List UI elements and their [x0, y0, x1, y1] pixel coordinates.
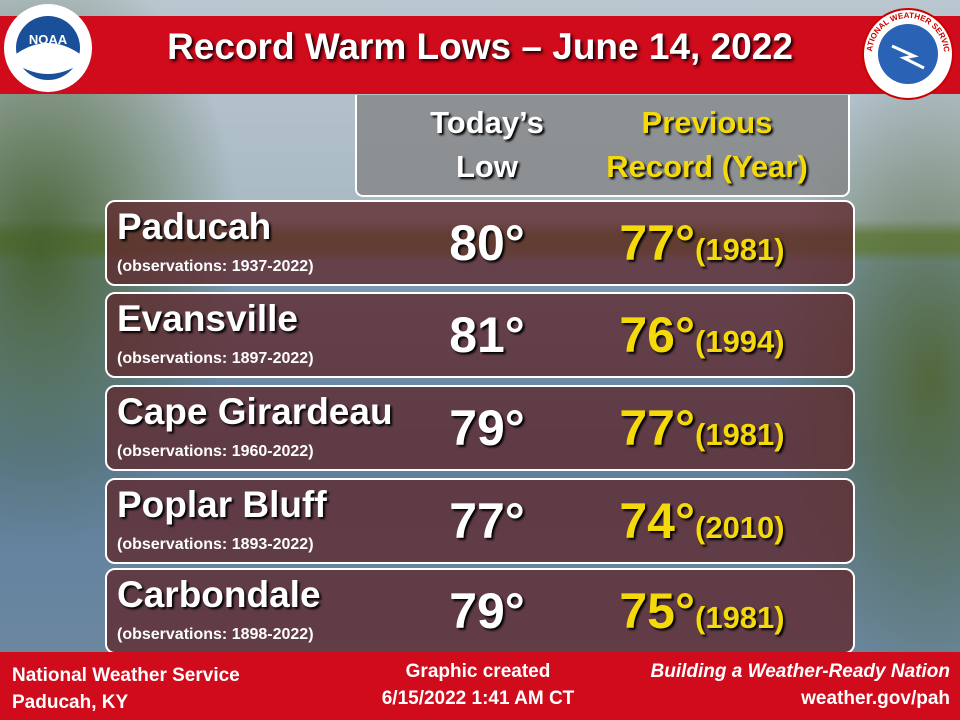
- record-value: 76°: [619, 307, 695, 363]
- today-low: 80°: [449, 215, 525, 271]
- previous-record: 77°(1981): [577, 214, 827, 272]
- observation-period: (observations: 1898-2022): [117, 626, 314, 643]
- city-name: Poplar Bluff: [117, 484, 327, 525]
- previous-record: 75°(1981): [577, 582, 827, 640]
- footer-center: Graphic created 6/15/2022 1:41 AM CT: [328, 658, 628, 712]
- city-row: Paducah (observations: 1937-2022) 80° 77°(1…: [105, 200, 855, 286]
- footer-line: Building a Weather-Ready Nation: [650, 661, 950, 682]
- previous-record: 74°(2010): [577, 492, 827, 550]
- title-bar: [0, 16, 960, 94]
- footer-line: Graphic created: [405, 661, 551, 682]
- record-year: (1981): [695, 417, 785, 452]
- today-low: 77°: [449, 493, 525, 549]
- observation-period: (observations: 1893-2022): [117, 536, 314, 553]
- city-name: Cape Girardeau: [117, 391, 393, 432]
- record-value: 74°: [619, 493, 695, 549]
- noaa-text: NOAA: [29, 32, 68, 47]
- nws-logo: NATIONAL WEATHER SERVICE: [862, 6, 954, 100]
- city-name: Evansville: [117, 298, 299, 339]
- footer-bar: [0, 652, 960, 720]
- today-low: 79°: [449, 583, 525, 639]
- observation-period: (observations: 1937-2022): [117, 258, 314, 275]
- header-line: Previous: [641, 105, 773, 140]
- footer-line: National Weather Service: [12, 665, 240, 686]
- previous-record: 76°(1994): [577, 306, 827, 364]
- record-value: 77°: [619, 215, 695, 271]
- record-header: Previous Record (Year): [582, 101, 832, 189]
- city-name: Carbondale: [117, 574, 321, 615]
- observation-period: (observations: 1897-2022): [117, 350, 314, 367]
- record-value: 77°: [619, 400, 695, 456]
- city-row: Carbondale (observations: 1898-2022) 79° 75…: [105, 568, 855, 654]
- footer-right: Building a Weather-Ready Nation weather.…: [651, 658, 950, 712]
- header-line: Low: [456, 149, 518, 184]
- city-name: Paducah: [117, 206, 272, 247]
- footer-left: National Weather Service Paducah, KY: [12, 662, 240, 716]
- record-year: (1981): [695, 232, 785, 267]
- previous-record: 77°(1981): [577, 399, 827, 457]
- header-line: Record (Year): [606, 149, 808, 184]
- today-low: 81°: [449, 307, 525, 363]
- record-value: 75°: [619, 583, 695, 639]
- header-line: Today’s: [430, 105, 544, 140]
- footer-line: Paducah, KY: [12, 692, 129, 713]
- today-low: 79°: [449, 400, 525, 456]
- observation-period: (observations: 1960-2022): [117, 443, 314, 460]
- today-header: Today’s Low: [387, 101, 587, 189]
- record-year: (1981): [695, 600, 785, 635]
- noaa-logo: NOAA: [4, 4, 92, 92]
- record-year: (1994): [695, 324, 785, 359]
- record-year: (2010): [695, 510, 785, 545]
- footer-line: weather.gov/pah: [801, 688, 950, 709]
- column-header: Today’s Low Previous Record (Year): [355, 95, 850, 197]
- title: Record Warm Lows – June 14, 2022: [167, 26, 793, 67]
- city-row: Cape Girardeau (observations: 1960-2022) 7…: [105, 385, 855, 471]
- city-row: Poplar Bluff (observations: 1893-2022) 77°…: [105, 478, 855, 564]
- city-row: Evansville (observations: 1897-2022) 81° 76…: [105, 292, 855, 378]
- footer-line: 6/15/2022 1:41 AM CT: [381, 688, 575, 709]
